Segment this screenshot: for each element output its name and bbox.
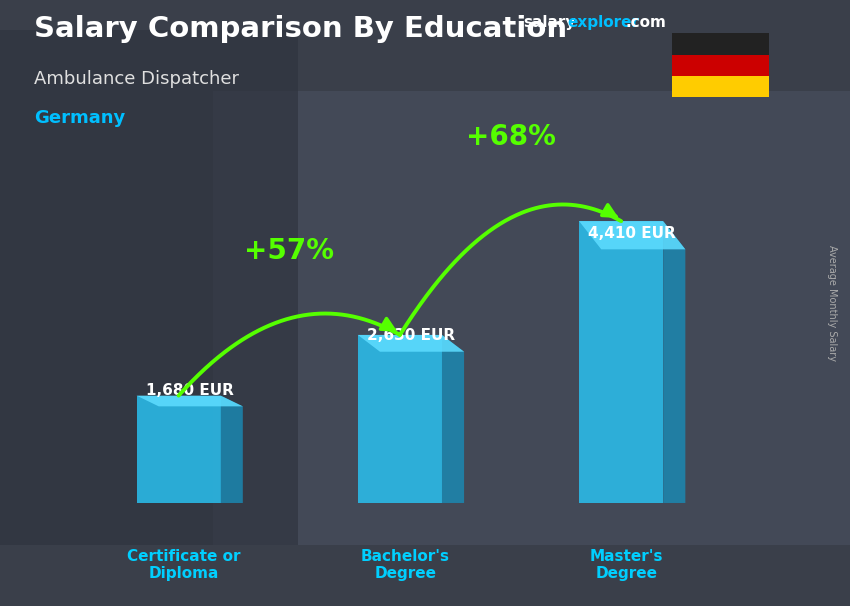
Text: Master's
Degree: Master's Degree (590, 548, 664, 581)
Polygon shape (221, 396, 243, 503)
Text: Bachelor's
Degree: Bachelor's Degree (361, 548, 450, 581)
Bar (579, 221, 663, 503)
Text: .com: .com (626, 15, 666, 30)
Text: explorer: explorer (568, 15, 640, 30)
Bar (358, 335, 442, 503)
Bar (137, 396, 221, 503)
Bar (212, 91, 850, 545)
Polygon shape (442, 335, 464, 503)
Text: +68%: +68% (466, 123, 556, 151)
Polygon shape (663, 221, 685, 503)
Text: Salary Comparison By Education: Salary Comparison By Education (34, 15, 567, 43)
Text: +57%: +57% (244, 236, 334, 265)
Polygon shape (137, 396, 243, 407)
Polygon shape (579, 221, 685, 249)
Text: Germany: Germany (34, 109, 125, 127)
Text: Average Monthly Salary: Average Monthly Salary (827, 245, 837, 361)
Text: Ambulance Dispatcher: Ambulance Dispatcher (34, 70, 239, 88)
Text: 4,410 EUR: 4,410 EUR (588, 225, 676, 241)
Text: 2,630 EUR: 2,630 EUR (367, 328, 455, 343)
Polygon shape (358, 335, 464, 351)
Bar (0, 30, 298, 545)
Text: 1,680 EUR: 1,680 EUR (145, 382, 234, 398)
Text: salary: salary (523, 15, 575, 30)
Text: Certificate or
Diploma: Certificate or Diploma (128, 548, 241, 581)
